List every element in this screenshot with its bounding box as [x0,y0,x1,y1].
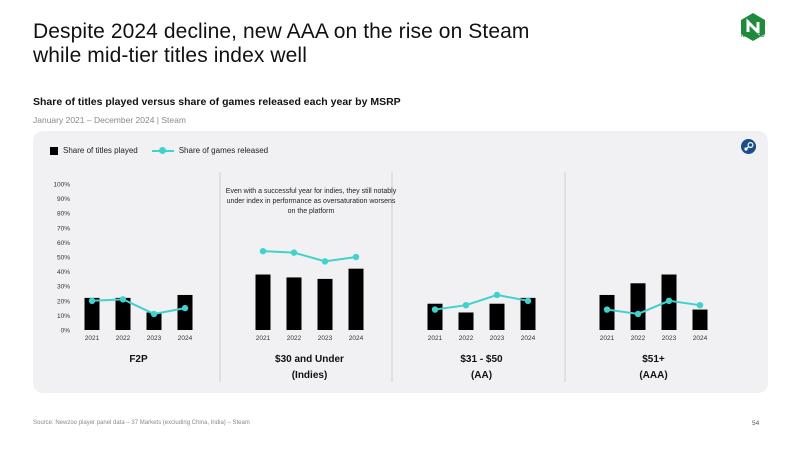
y-tick-label: 100% [53,182,70,189]
line-point [150,310,158,318]
line-point [603,306,611,313]
x-tick-label: 2021 [85,335,100,342]
y-tick-label: 50% [57,255,70,262]
x-tick-label: 2023 [318,335,333,342]
newzoo-logo-icon [741,13,765,41]
line-point [181,304,189,312]
line-point [259,247,267,255]
group-sublabel: (AAA) [639,370,668,381]
group-sublabel: (Indies) [291,370,328,381]
steam-icon [741,139,756,154]
bar [489,303,505,330]
line-point [88,297,96,304]
group-name: F2P [129,354,148,365]
x-tick-label: 2022 [459,335,474,342]
series-line [434,293,529,311]
chart-subtitle: Share of titles played versus share of g… [33,96,401,108]
y-tick-label: 70% [57,225,70,232]
group-label: $51+ (AAA) [594,352,714,384]
page-number: 54 [752,420,760,427]
bar [255,274,271,330]
legend-line-label: Share of games released [178,146,269,155]
y-tick-label: 0% [61,328,71,335]
y-tick-label: 10% [57,313,70,320]
series-line [606,299,701,315]
line-point [352,253,360,261]
legend-bar-label: Share of titles played [63,146,138,155]
logo-text: NEWZOO [741,33,765,39]
legend-line-swatch [151,146,174,154]
x-tick-label: 2022 [631,335,646,342]
x-tick-label: 2023 [490,335,505,342]
legend: Share of titles played Share of games re… [50,146,268,155]
x-tick-label: 2022 [287,335,302,342]
bar [692,309,708,330]
group-label: F2P [79,352,199,368]
chart-panel [33,131,768,393]
line-point [119,296,127,303]
x-tick-label: 2024 [178,335,193,342]
y-tick-label: 60% [57,240,70,247]
series-line [91,298,186,315]
y-tick-label: 30% [57,284,70,291]
page-title: Despite 2024 decline, new AAA on the ris… [33,20,530,67]
date-range: January 2021 – December 2024 | Steam [33,115,186,125]
line-point [321,258,329,265]
line-point [665,297,673,304]
line-point [493,291,501,299]
source-note: Source: Newzoo player panel data – 37 Ma… [33,420,250,426]
group-name: $31 - $50 [460,354,503,365]
x-tick-label: 2024 [693,335,708,342]
x-tick-label: 2024 [349,335,364,342]
x-tick-label: 2022 [116,335,131,342]
group-name: $51+ [642,354,665,365]
bar [317,278,333,330]
x-tick-label: 2023 [147,335,162,342]
group-name: $30 and Under [275,354,344,365]
bar [84,297,100,330]
series-line [262,250,357,263]
bar [520,297,536,330]
group-sublabel: (AA) [470,370,493,381]
line-point [431,306,439,313]
annotation-text: Even with a successful year for indies, … [225,188,397,215]
group-label: $31 - $50 (AA) [422,352,542,384]
y-tick-label: 90% [57,196,70,203]
legend-bar-swatch [50,146,58,155]
x-tick-label: 2023 [662,335,677,342]
y-tick-label: 80% [57,211,70,218]
bar [286,277,302,330]
x-tick-label: 2021 [600,335,615,342]
x-tick-label: 2024 [521,335,536,342]
bar [146,312,162,330]
x-tick-label: 2021 [256,335,271,342]
line-point [290,249,298,256]
line-point [524,297,532,304]
bar [630,283,646,330]
bar [348,268,364,330]
group-label: $30 and Under (Indies) [250,352,370,384]
bar [177,294,193,330]
x-tick-label: 2021 [428,335,443,342]
bar [115,297,131,330]
line-point [696,301,704,309]
line-point [634,310,642,318]
line-point [462,301,470,309]
y-tick-label: 20% [57,298,70,305]
bar [427,303,443,330]
y-tick-label: 40% [57,269,70,276]
bar [458,312,474,330]
